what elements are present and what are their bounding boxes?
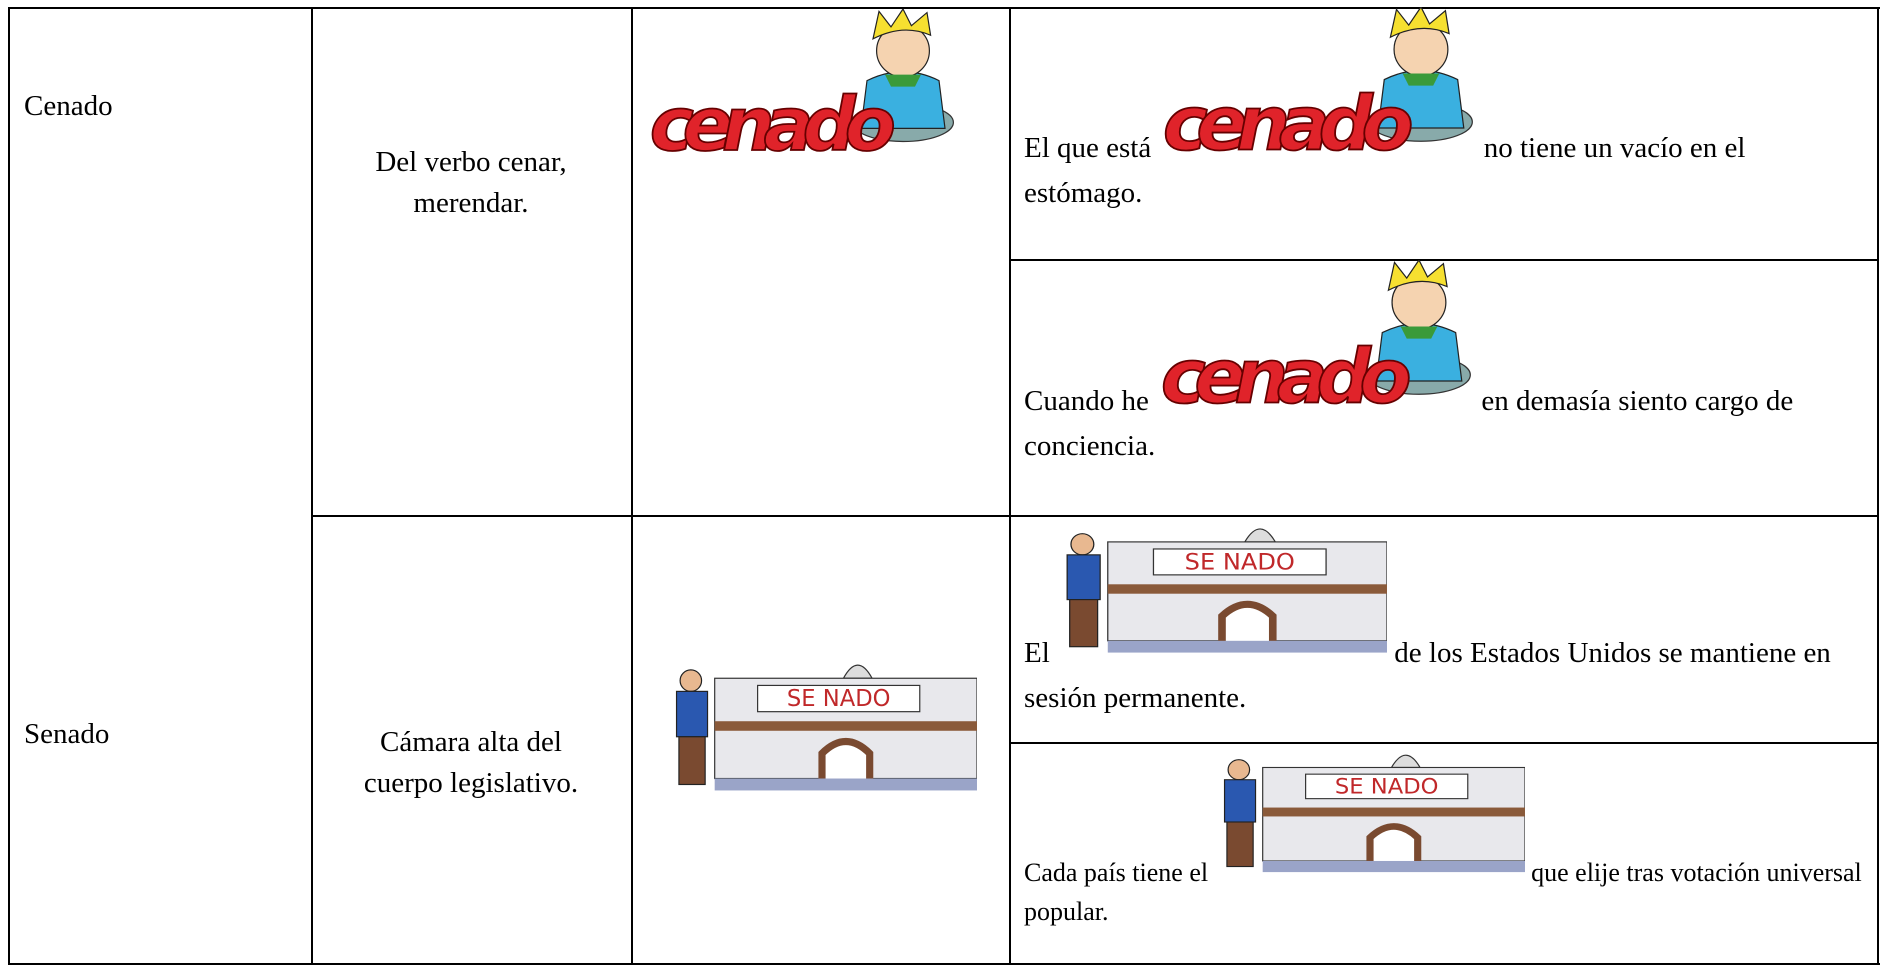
balcony — [1107, 584, 1388, 594]
example-text: no tiene un vacío en el estómago. — [1024, 132, 1746, 209]
border — [8, 7, 10, 965]
hair — [872, 7, 932, 40]
head — [679, 669, 703, 692]
word: Cenado — [24, 90, 113, 122]
example-text: El — [1024, 637, 1058, 669]
sign — [757, 684, 921, 713]
image-label: cenado — [1163, 80, 1414, 157]
coat — [1223, 779, 1256, 823]
door — [818, 737, 874, 787]
border — [8, 7, 1880, 9]
image-slot: SE NADO — [667, 652, 978, 805]
base — [1262, 860, 1525, 873]
example-text: Cuando he — [1024, 385, 1157, 417]
senado-illustration: SE NADO — [1223, 754, 1526, 873]
border — [1877, 7, 1879, 965]
cenado-illustration: cenado — [1162, 5, 1474, 169]
base — [1107, 640, 1388, 653]
example: Cada país tiene el SE NADO que elije tra… — [1010, 743, 1865, 965]
example-text: Cada país tiene el — [1024, 858, 1215, 887]
border — [1009, 259, 1879, 261]
image-label: SE NADO — [787, 686, 891, 712]
example-text: El que está — [1024, 132, 1159, 164]
cenado-illustration: cenado — [649, 7, 954, 169]
sign — [1304, 773, 1468, 800]
door — [1366, 823, 1421, 869]
coat — [675, 690, 709, 738]
example-text: de los Estados Unidos se mantiene en ses… — [1024, 637, 1831, 714]
balcony — [1262, 807, 1525, 817]
dome — [1243, 528, 1277, 543]
example: Cuando he cenado en demasía siento cargo… — [1010, 258, 1865, 516]
image-label: cenado — [650, 82, 896, 157]
border — [311, 515, 1879, 517]
senado-illustration: SE NADO — [1066, 528, 1388, 653]
hair — [1387, 258, 1448, 292]
trousers — [1069, 599, 1099, 648]
border — [1009, 7, 1011, 965]
dome — [842, 664, 874, 679]
dome — [1390, 754, 1421, 769]
definition: Cámara alta del cuerpo legislativo. — [363, 726, 579, 799]
border — [311, 7, 313, 965]
border — [631, 7, 633, 965]
image-label: cenado — [1161, 333, 1412, 410]
cenado-illustration: cenado — [1160, 258, 1472, 422]
border — [1009, 742, 1879, 744]
collar — [1400, 326, 1438, 339]
sign — [1152, 548, 1327, 576]
collar — [885, 74, 921, 87]
trousers — [678, 736, 706, 786]
image-slot: cenado — [645, 7, 957, 169]
example-text: que elije tras votación universal popula… — [1024, 858, 1862, 926]
collar — [1403, 73, 1440, 86]
trousers — [1225, 821, 1254, 868]
definition: Del verbo cenar, merendar. — [375, 146, 567, 219]
senado-illustration: SE NADO — [675, 664, 978, 791]
door — [1218, 600, 1277, 650]
example-text: en demasía siento cargo de conciencia. — [1024, 385, 1794, 462]
example: El SE NADO de los Estados Unidos se mant… — [1010, 516, 1865, 743]
example: El que está cenado no tiene un vacío en … — [1010, 5, 1865, 260]
head — [1070, 533, 1095, 556]
balcony — [714, 721, 977, 731]
word: Senado — [24, 718, 110, 750]
coat — [1066, 554, 1101, 601]
image-label: SE NADO — [1185, 549, 1295, 575]
hair — [1389, 5, 1451, 39]
base — [714, 778, 977, 791]
head — [1227, 759, 1250, 781]
border — [8, 963, 1880, 965]
image-label: SE NADO — [1335, 775, 1439, 799]
